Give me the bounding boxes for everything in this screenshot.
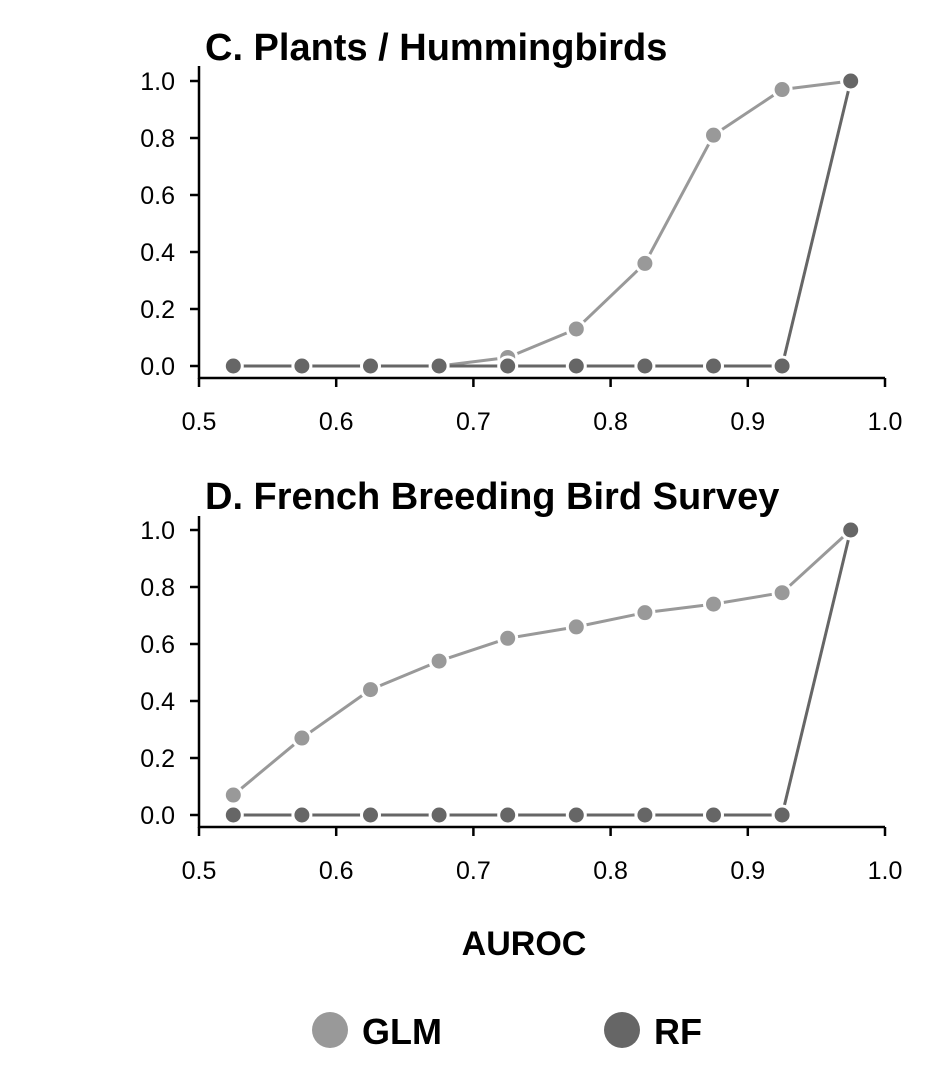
series-rf: [222, 519, 862, 826]
legend-label: RF: [654, 1011, 702, 1052]
data-point: [428, 355, 450, 377]
chart-panel-d: D. French Breeding Bird Survey 0.0 0.2 0.4…: [140, 476, 902, 885]
x-tick-label: 0.5: [182, 857, 217, 885]
series-segment: [438, 636, 509, 663]
legend-swatch: [312, 1012, 348, 1048]
chart-panel-c: C. Plants / Hummingbirds 0.0 0.2 0.4 0.6 0.8…: [140, 27, 902, 436]
data-point: [703, 355, 724, 377]
x-tick-label: 0.8: [593, 408, 628, 436]
x-tick-label: 1.0: [868, 857, 903, 885]
x-tick-label: 0.9: [730, 857, 765, 885]
data-point: [634, 355, 656, 377]
x-tick-label: 0.5: [182, 408, 217, 436]
series-segment: [575, 262, 646, 331]
series-glm: [222, 70, 862, 377]
x-tick-label: 0.7: [456, 408, 491, 436]
data-point: [360, 679, 381, 701]
data-point: [360, 355, 381, 377]
y-tick-label: 0.8: [140, 125, 175, 153]
data-point: [360, 804, 381, 826]
series-segment: [780, 529, 853, 816]
data-point: [565, 804, 587, 826]
y-tick-label: 0.0: [140, 802, 175, 830]
x-tick-label: 1.0: [868, 408, 903, 436]
series-glm: [222, 519, 862, 806]
series-segment: [507, 625, 577, 640]
series-segment: [301, 688, 372, 740]
x-tick-label: 0.9: [730, 408, 765, 436]
series-segment: [781, 79, 851, 92]
legend-swatch: [604, 1012, 640, 1048]
data-point: [771, 804, 793, 826]
data-point: [771, 582, 793, 604]
data-point: [840, 519, 862, 541]
data-point: [222, 804, 244, 826]
y-tick-label: 0.8: [140, 574, 175, 602]
series-segment: [232, 736, 303, 797]
data-point: [291, 355, 313, 377]
data-point: [634, 602, 656, 624]
legend-label: GLM: [362, 1011, 442, 1052]
data-point: [291, 727, 313, 749]
x-axis-title: AUROC: [462, 925, 587, 963]
series-segment: [712, 88, 783, 137]
data-point: [222, 784, 244, 806]
data-point: [634, 804, 656, 826]
series-segment: [507, 327, 577, 359]
data-point: [222, 355, 244, 377]
data-point: [703, 124, 724, 146]
data-point: [497, 804, 519, 826]
data-point: [703, 593, 724, 615]
x-tick-label: 0.7: [456, 857, 491, 885]
y-tick-label: 0.0: [140, 353, 175, 381]
y-tick-label: 0.2: [140, 296, 175, 324]
series-segment: [713, 591, 783, 606]
data-point: [565, 355, 587, 377]
x-tick-label: 0.8: [593, 857, 628, 885]
data-point: [634, 252, 656, 274]
y-tick-label: 0.6: [140, 182, 175, 210]
chart-title: C. Plants / Hummingbirds: [205, 27, 667, 69]
y-tick-label: 0.2: [140, 745, 175, 773]
series-segment: [575, 611, 646, 629]
x-tick-label: 0.6: [319, 857, 354, 885]
data-point: [428, 650, 450, 672]
series-segment: [781, 528, 852, 594]
x-tick-label: 0.6: [319, 408, 354, 436]
y-tick-label: 0.4: [140, 688, 175, 716]
series-segment: [644, 602, 714, 615]
series-segment: [369, 659, 440, 691]
data-point: [565, 318, 587, 340]
data-point: [428, 804, 450, 826]
chart-title: D. French Breeding Bird Survey: [205, 476, 779, 518]
data-point: [497, 355, 519, 377]
y-tick-label: 1.0: [140, 68, 175, 96]
data-point: [840, 70, 862, 92]
series-segment: [643, 134, 715, 265]
y-tick-label: 0.6: [140, 631, 175, 659]
data-point: [291, 804, 313, 826]
y-tick-label: 0.4: [140, 239, 175, 267]
series-segment: [780, 80, 853, 367]
data-point: [565, 616, 587, 638]
data-point: [703, 804, 724, 826]
data-point: [771, 355, 793, 377]
data-point: [771, 79, 793, 101]
legend-item-rf: RF: [604, 1011, 702, 1052]
legend-item-glm: GLM: [312, 1011, 442, 1052]
legend: GLM RF: [312, 1011, 702, 1052]
series-rf: [222, 70, 862, 377]
y-tick-label: 1.0: [140, 517, 175, 545]
data-point: [497, 627, 519, 649]
